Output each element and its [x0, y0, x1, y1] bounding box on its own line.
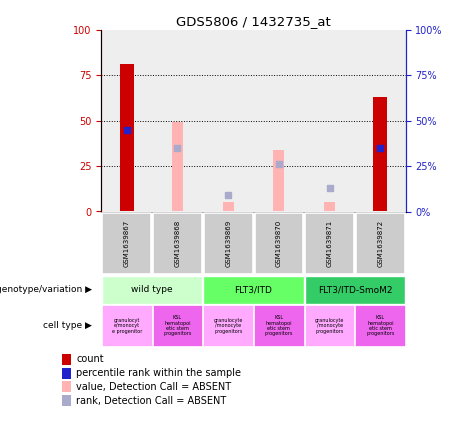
Bar [203, 305, 253, 346]
Bar [324, 203, 335, 212]
Point [275, 161, 283, 168]
Text: count: count [77, 354, 104, 364]
Bar [273, 150, 284, 212]
Bar [62, 395, 71, 406]
Bar [373, 97, 387, 212]
Bar [62, 382, 71, 393]
Text: GSM1639872: GSM1639872 [377, 220, 384, 267]
Text: GSM1639870: GSM1639870 [276, 220, 282, 267]
Text: FLT3/ITD-SmoM2: FLT3/ITD-SmoM2 [318, 285, 392, 294]
Bar [102, 213, 151, 274]
Text: granulocyte
/monocyte
progenitors: granulocyte /monocyte progenitors [315, 318, 344, 334]
Text: rank, Detection Call = ABSENT: rank, Detection Call = ABSENT [77, 396, 227, 406]
Text: GSM1639867: GSM1639867 [124, 220, 130, 267]
Bar [62, 368, 71, 379]
Bar [305, 275, 405, 304]
Bar [254, 213, 303, 274]
Text: GSM1639871: GSM1639871 [326, 220, 333, 267]
Bar [305, 213, 354, 274]
Bar [356, 213, 405, 274]
Title: GDS5806 / 1432735_at: GDS5806 / 1432735_at [176, 16, 331, 28]
Text: percentile rank within the sample: percentile rank within the sample [77, 368, 242, 378]
Text: genotype/variation ▶: genotype/variation ▶ [0, 285, 92, 294]
Text: GSM1639869: GSM1639869 [225, 220, 231, 267]
Bar [62, 354, 71, 365]
Text: granulocyte
/monocyte
progenitors: granulocyte /monocyte progenitors [213, 318, 243, 334]
Bar [120, 64, 134, 211]
Text: value, Detection Call = ABSENT: value, Detection Call = ABSENT [77, 382, 231, 392]
Point [326, 184, 333, 191]
Bar [102, 305, 152, 346]
Bar [355, 305, 405, 346]
Bar [102, 275, 202, 304]
Bar [254, 305, 304, 346]
Bar [153, 213, 202, 274]
Text: granulocyt
e/monocyt
e progenitor: granulocyt e/monocyt e progenitor [112, 318, 142, 334]
Point [174, 145, 181, 151]
Bar [172, 122, 183, 212]
Point [225, 192, 232, 198]
Text: KSL
hematopoi
etic stem
progenitors: KSL hematopoi etic stem progenitors [366, 315, 395, 336]
Text: wild type: wild type [131, 285, 173, 294]
Bar [204, 213, 253, 274]
Point [377, 145, 384, 151]
Text: KSL
hematopoi
etic stem
progenitors: KSL hematopoi etic stem progenitors [265, 315, 293, 336]
Text: cell type ▶: cell type ▶ [43, 321, 92, 330]
Bar [223, 203, 234, 212]
Bar [203, 275, 304, 304]
Point [123, 126, 130, 133]
Bar [305, 305, 355, 346]
Text: GSM1639868: GSM1639868 [174, 220, 181, 267]
Bar [153, 305, 202, 346]
Text: FLT3/ITD: FLT3/ITD [235, 285, 272, 294]
Text: KSL
hematopoi
etic stem
progenitors: KSL hematopoi etic stem progenitors [163, 315, 192, 336]
